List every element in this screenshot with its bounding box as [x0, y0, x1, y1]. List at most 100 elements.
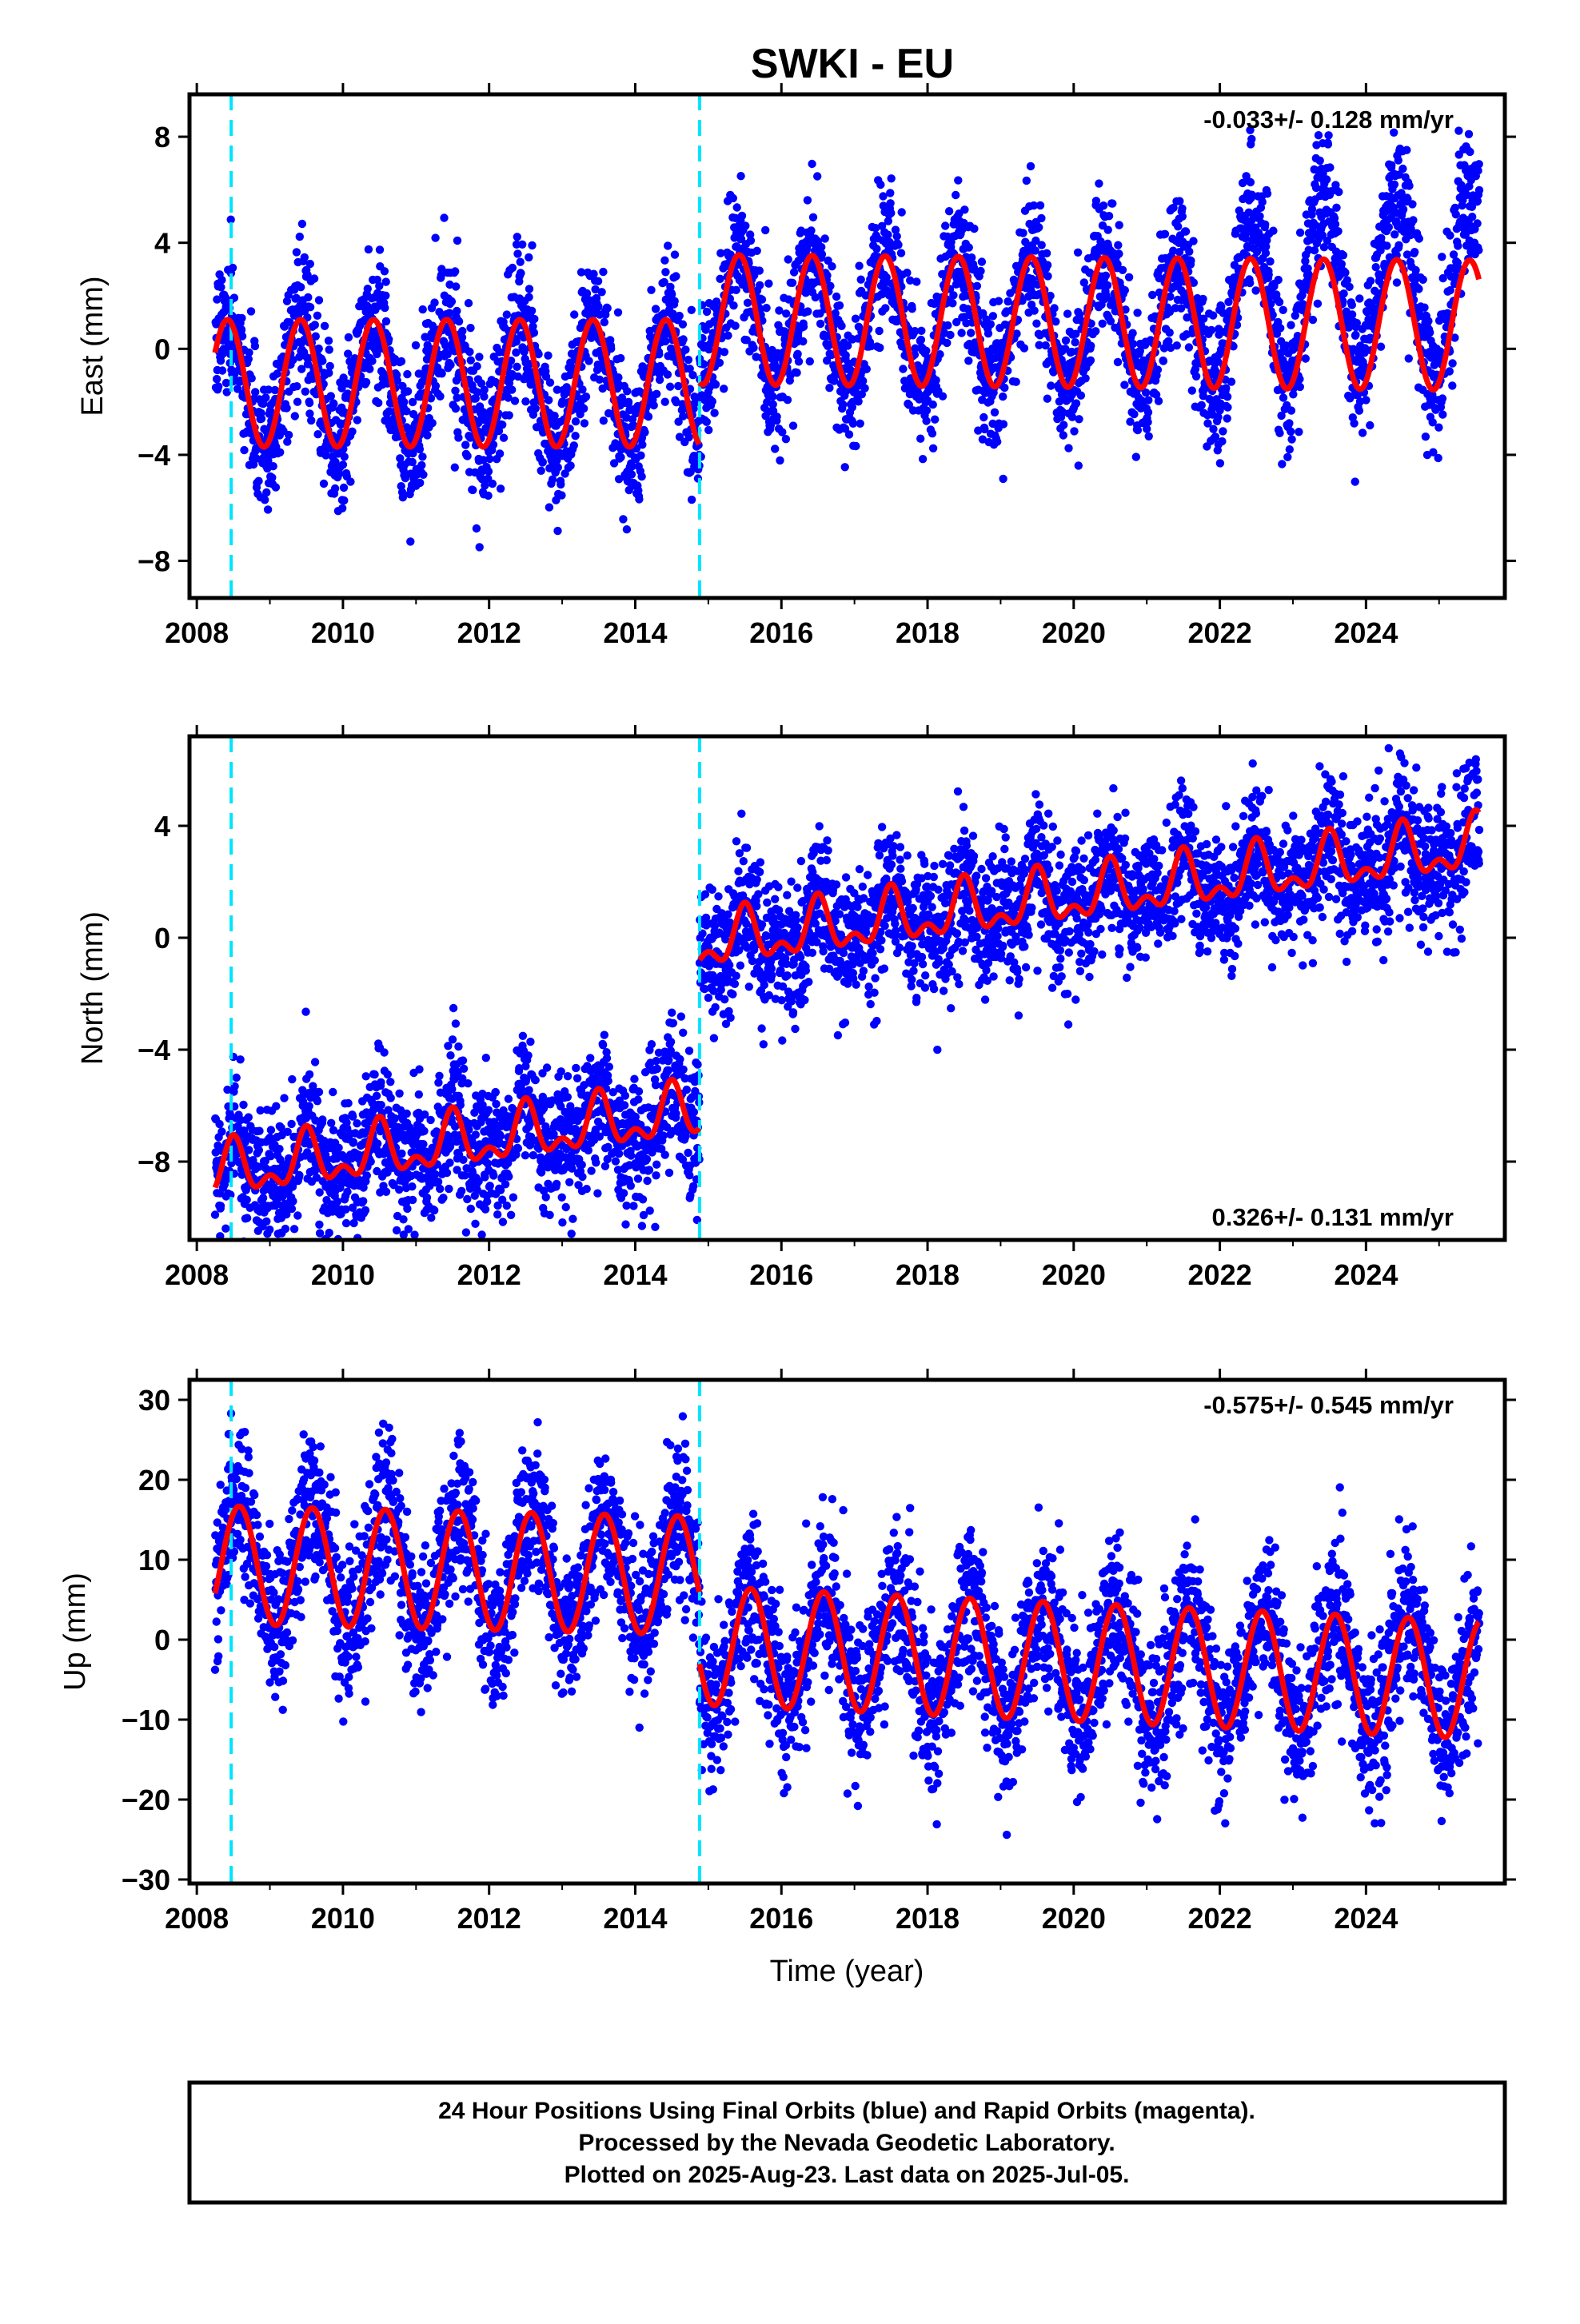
data-point [1174, 222, 1182, 230]
data-point [1038, 241, 1046, 249]
data-point [999, 420, 1007, 428]
data-point [1115, 221, 1123, 229]
data-point [466, 324, 474, 332]
data-point [342, 1219, 350, 1227]
data-point [995, 297, 1003, 305]
figure-title: SWKI - EU [751, 41, 954, 87]
data-point [1027, 162, 1035, 170]
data-point [732, 286, 740, 294]
data-point [1394, 156, 1402, 164]
data-point [991, 409, 999, 417]
data-point [365, 365, 373, 373]
data-point [1077, 392, 1085, 400]
data-point [1132, 452, 1140, 460]
data-point [521, 397, 529, 405]
data-point [1099, 201, 1107, 209]
data-point [382, 277, 390, 285]
data-point [1323, 175, 1331, 183]
data-point [804, 307, 812, 315]
data-point [1287, 435, 1295, 443]
data-point [382, 317, 390, 325]
data-point [455, 317, 463, 325]
data-point [1279, 306, 1287, 314]
data-point [826, 282, 834, 290]
data-point [469, 486, 477, 494]
data-point [280, 1094, 288, 1102]
data-point [239, 1101, 247, 1109]
data-point [282, 404, 290, 412]
data-point [841, 463, 849, 471]
data-point [647, 286, 655, 294]
data-point [993, 437, 1001, 445]
east-points [212, 126, 1484, 552]
data-point [316, 1229, 324, 1237]
x-tick-label: 2020 [1042, 616, 1106, 649]
data-point [382, 1188, 390, 1196]
data-point [310, 274, 318, 282]
data-point [1422, 433, 1430, 440]
data-point [1095, 179, 1103, 187]
data-point [537, 467, 545, 475]
data-point [679, 335, 687, 343]
data-point [600, 417, 608, 425]
data-point [596, 376, 604, 384]
data-point [818, 250, 826, 258]
data-point [1023, 177, 1031, 185]
data-point [716, 275, 724, 283]
data-point [1198, 401, 1206, 409]
data-point [1372, 263, 1380, 271]
data-point [1075, 415, 1083, 423]
data-point [1103, 281, 1111, 289]
data-point [1312, 184, 1320, 192]
data-point [297, 283, 305, 291]
data-point [623, 525, 631, 533]
data-point [1331, 220, 1339, 228]
data-point [1351, 477, 1359, 485]
data-point [604, 304, 612, 312]
data-point [298, 220, 306, 228]
x-tick-label: 2018 [896, 616, 960, 649]
data-point [845, 430, 853, 438]
data-point [1075, 461, 1083, 469]
data-point [1043, 249, 1051, 257]
y-axis-label: East (mm) [76, 276, 110, 416]
data-point [476, 543, 484, 551]
data-point [1062, 337, 1070, 345]
data-point [532, 405, 540, 413]
data-point [465, 348, 473, 356]
data-point [916, 435, 924, 443]
data-point [1415, 234, 1423, 242]
data-point [517, 269, 525, 277]
data-point [376, 245, 384, 253]
data-point [1420, 304, 1428, 312]
data-point [381, 267, 389, 275]
data-point [346, 477, 354, 485]
data-point [267, 1126, 275, 1134]
data-point [671, 297, 679, 305]
data-point [291, 412, 299, 420]
data-point [306, 260, 314, 268]
x-tick-label: 2022 [1188, 616, 1252, 649]
data-point [484, 492, 492, 500]
data-point [1367, 277, 1375, 285]
data-point [1133, 309, 1141, 317]
data-point [1043, 261, 1051, 269]
data-point [1148, 291, 1156, 299]
data-point [217, 283, 225, 291]
data-point [454, 433, 462, 441]
data-point [1334, 227, 1342, 235]
data-point [525, 253, 533, 261]
data-point [275, 1145, 283, 1153]
data-point [804, 196, 812, 204]
data-point [570, 441, 578, 449]
data-point [1419, 276, 1427, 284]
data-point [580, 405, 588, 413]
data-point [293, 248, 301, 256]
data-point [353, 416, 361, 424]
data-point [1115, 249, 1123, 257]
data-point [616, 453, 624, 461]
data-point [731, 321, 739, 329]
data-point [582, 393, 590, 401]
data-point [473, 362, 481, 370]
data-point [215, 1120, 223, 1128]
